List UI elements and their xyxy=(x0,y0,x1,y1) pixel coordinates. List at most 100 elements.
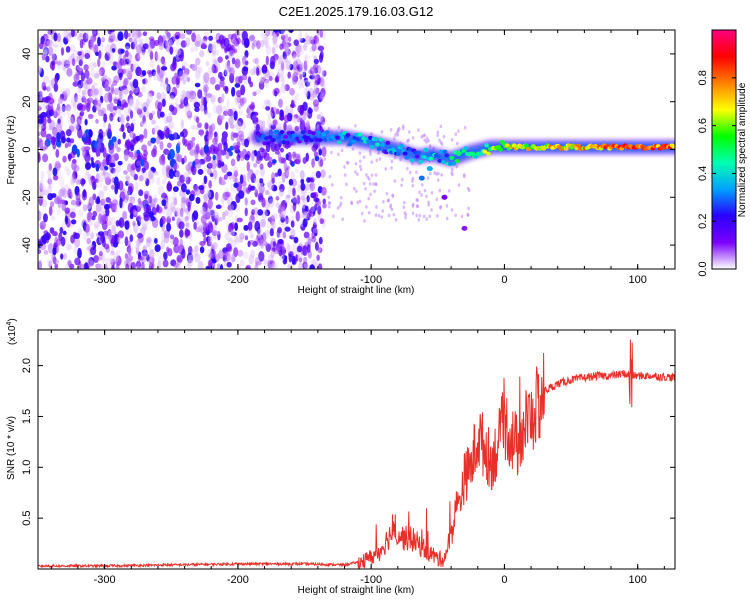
noise-blob xyxy=(232,165,239,176)
noise-blob xyxy=(457,183,461,187)
noise-blob xyxy=(168,195,175,202)
noise-blob xyxy=(182,73,189,83)
noise-blob xyxy=(190,125,198,130)
noise-blob xyxy=(134,181,139,192)
noise-blob xyxy=(369,152,372,156)
noise-blob xyxy=(285,60,292,71)
noise-blob xyxy=(137,53,143,60)
noise-blob xyxy=(358,199,362,204)
noise-blob xyxy=(156,177,161,186)
noise-blob xyxy=(147,93,153,104)
noise-blob xyxy=(138,189,144,197)
noise-blob xyxy=(117,138,122,145)
noise-blob xyxy=(320,116,326,126)
noise-blob xyxy=(211,65,219,74)
noise-blob xyxy=(181,248,186,259)
noise-blob xyxy=(305,120,310,131)
noise-blob xyxy=(194,44,199,52)
noise-blob xyxy=(144,37,150,45)
noise-blob xyxy=(63,59,70,69)
noise-blob xyxy=(396,133,400,137)
noise-blob xyxy=(288,186,292,197)
noise-blob xyxy=(126,115,130,122)
x-tick-label: -200 xyxy=(227,574,249,586)
noise-blob xyxy=(183,73,189,79)
noise-blob xyxy=(159,111,165,118)
noise-blob xyxy=(300,182,306,191)
noise-blob xyxy=(40,111,47,118)
noise-blob xyxy=(98,177,104,183)
noise-blob xyxy=(171,76,177,85)
noise-blob xyxy=(270,221,277,229)
noise-blob xyxy=(265,106,271,111)
noise-blob xyxy=(291,243,298,254)
noise-blob xyxy=(47,243,54,249)
noise-blob xyxy=(199,206,206,215)
noise-blob xyxy=(377,151,380,155)
noise-blob xyxy=(129,170,136,177)
x-tick-label: -100 xyxy=(360,574,382,586)
noise-blob xyxy=(179,229,184,238)
noise-blob xyxy=(261,148,267,159)
noise-blob xyxy=(263,258,268,265)
noise-blob xyxy=(148,112,153,121)
noise-blob xyxy=(214,77,221,84)
noise-blob xyxy=(116,105,122,116)
noise-blob xyxy=(157,129,163,138)
noise-blob xyxy=(117,31,124,41)
noise-blob xyxy=(258,80,265,90)
noise-blob xyxy=(280,201,284,212)
noise-blob xyxy=(38,119,44,124)
noise-blob xyxy=(80,79,86,89)
noise-blob xyxy=(70,30,75,38)
noise-blob xyxy=(123,170,128,175)
noise-blob xyxy=(313,222,317,227)
noise-blob xyxy=(121,60,127,66)
track-blob xyxy=(485,151,491,156)
track-blob xyxy=(452,150,458,155)
noise-blob xyxy=(84,171,90,181)
noise-blob xyxy=(277,239,284,245)
noise-blob xyxy=(454,213,457,218)
noise-blob xyxy=(358,159,362,163)
noise-blob xyxy=(265,55,269,66)
noise-blob xyxy=(273,87,280,95)
noise-blob xyxy=(163,84,170,92)
noise-blob xyxy=(407,138,410,142)
noise-blob xyxy=(147,44,153,54)
noise-blob xyxy=(278,98,283,108)
noise-blob xyxy=(115,165,122,173)
noise-blob xyxy=(430,208,433,212)
noise-blob xyxy=(105,197,111,203)
noise-blob xyxy=(209,76,216,85)
noise-blob xyxy=(38,131,41,137)
noise-blob xyxy=(423,138,427,143)
noise-blob xyxy=(248,35,256,41)
noise-blob xyxy=(247,169,254,179)
noise-blob xyxy=(151,127,156,135)
noise-blob xyxy=(173,262,179,268)
noise-blob xyxy=(146,204,152,215)
noise-blob xyxy=(271,220,275,231)
noise-blob xyxy=(207,189,215,200)
noise-blob xyxy=(211,159,217,170)
noise-blob xyxy=(337,152,340,157)
noise-blob xyxy=(164,36,170,47)
noise-blob xyxy=(280,214,286,220)
noise-blob xyxy=(68,116,75,127)
noise-blob xyxy=(259,178,264,184)
snr-y-ticks: 0.5 1.0 1.5 2.0 xyxy=(21,358,675,526)
noise-blob xyxy=(389,203,392,207)
noise-blob xyxy=(142,171,148,182)
noise-blob xyxy=(299,170,305,180)
noise-blob xyxy=(191,248,198,258)
noise-blob xyxy=(374,213,378,217)
colorbar-ticks: 0.0 0.2 0.4 0.6 0.8 xyxy=(697,70,736,277)
noise-blob xyxy=(93,224,99,231)
noise-blob xyxy=(264,189,270,196)
noise-blob xyxy=(323,157,327,161)
noise-blob xyxy=(264,241,268,248)
track-blob xyxy=(324,130,330,135)
noise-blob xyxy=(284,196,291,204)
noise-blob xyxy=(105,152,110,164)
